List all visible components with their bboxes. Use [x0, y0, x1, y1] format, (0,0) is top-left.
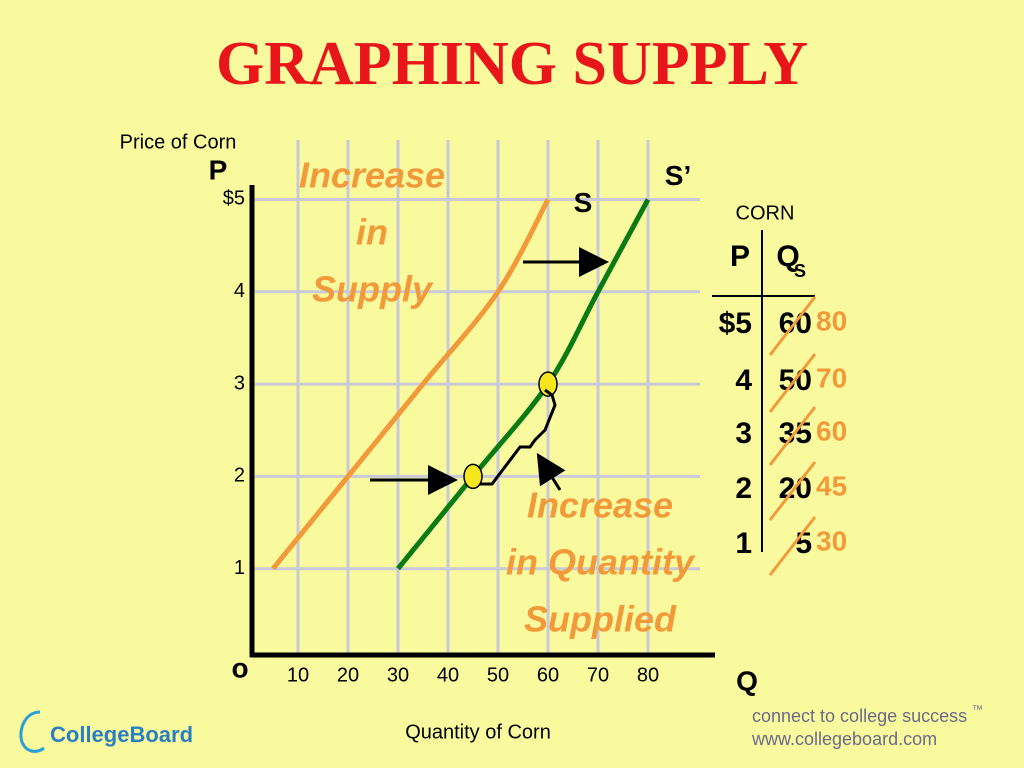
- y-axis-title: Price of Corn: [120, 131, 237, 153]
- brace-arrow: [536, 452, 566, 491]
- logo-text: CollegeBoard: [50, 722, 193, 747]
- strike: [768, 296, 817, 356]
- corn-table: CORN P Q S $560804507033560220451530: [712, 202, 847, 576]
- price-header: P: [730, 240, 750, 273]
- table-title: CORN: [736, 202, 795, 224]
- annotation: Increase: [299, 155, 445, 196]
- slide-title: GRAPHING SUPPLY: [216, 30, 808, 98]
- table-new-quantity: 45: [816, 470, 847, 501]
- x-axis-title: Quantity of Corn: [405, 721, 551, 743]
- annotation: Supplied: [524, 599, 677, 640]
- brace: [480, 388, 557, 486]
- x-tick-label: 20: [337, 664, 359, 686]
- y-tick-label: 2: [234, 465, 245, 487]
- table-new-quantity: 60: [816, 415, 847, 446]
- strike: [768, 516, 817, 576]
- x-tick-label: 30: [387, 664, 409, 686]
- table-price: 2: [735, 472, 752, 505]
- x-axis-letter: Q: [736, 665, 758, 696]
- y-axis-letter: P: [209, 154, 228, 185]
- y-tick-label: 3: [234, 372, 245, 394]
- y-tick-label: 1: [234, 557, 245, 579]
- curve-label: S: [574, 187, 593, 218]
- strike: [768, 406, 817, 466]
- origin-label: o: [231, 652, 248, 683]
- x-tick-label: 10: [287, 664, 309, 686]
- highlight-point: [463, 463, 483, 490]
- url: www.collegeboard.com: [751, 729, 937, 749]
- annotation: in Quantity: [506, 542, 696, 583]
- quantity-header: Q: [776, 240, 799, 273]
- x-tick-label: 50: [487, 664, 509, 686]
- x-tick-label: 80: [637, 664, 659, 686]
- highlight-point: [538, 371, 558, 397]
- y-tick-label: $5: [223, 188, 245, 210]
- curve-label: S’: [665, 160, 691, 191]
- x-tick-label: 70: [587, 664, 609, 686]
- annotation: Supply: [312, 269, 434, 310]
- annotation: in: [356, 212, 388, 253]
- grid: [255, 140, 700, 655]
- trademark: ™: [972, 704, 983, 716]
- table-price: 4: [735, 364, 752, 397]
- table-new-quantity: 70: [816, 362, 847, 393]
- x-tick-label: 60: [537, 664, 559, 686]
- annotations: Increase in Supply Increase in Quantity Suppl…: [299, 155, 696, 640]
- tagline: connect to college success: [752, 706, 967, 726]
- table-price: 1: [735, 527, 752, 560]
- table-price: $5: [719, 307, 752, 340]
- table-new-quantity: 30: [816, 525, 847, 556]
- logo-mark: [19, 710, 45, 753]
- footer: CollegeBoard connect to college success …: [19, 704, 983, 753]
- y-tick-label: 4: [234, 280, 245, 302]
- x-tick-label: 40: [437, 664, 459, 686]
- plot: [271, 198, 651, 571]
- strike: [768, 353, 817, 413]
- quantity-subscript: S: [794, 261, 806, 281]
- annotation: Increase: [527, 485, 673, 526]
- strike: [768, 461, 817, 521]
- table-price: 3: [735, 417, 752, 450]
- supply-curve: [271, 198, 551, 571]
- table-new-quantity: 80: [816, 305, 847, 336]
